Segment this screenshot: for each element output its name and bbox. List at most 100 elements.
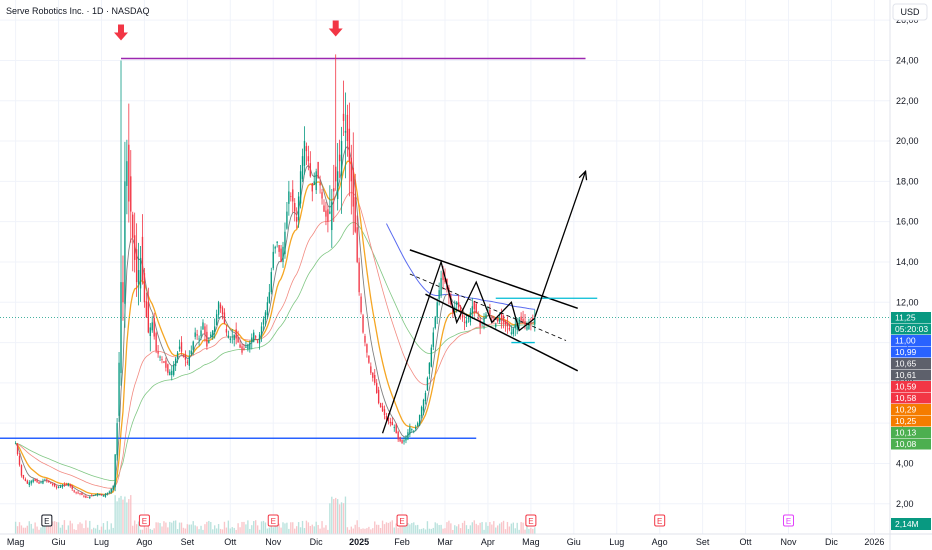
candle-body	[346, 114, 349, 142]
zigzag-pattern	[381, 259, 536, 434]
time-tick-label: Ago	[652, 537, 668, 547]
volume-bar	[518, 529, 520, 534]
price-badge	[891, 312, 931, 323]
candle-body	[270, 272, 272, 293]
price-badge	[891, 381, 931, 392]
candle-body	[91, 495, 93, 497]
volume-bar	[20, 525, 23, 534]
candle-body	[241, 346, 243, 353]
candle-body	[440, 278, 442, 296]
volume-bar	[176, 529, 179, 534]
candle-body	[502, 315, 505, 323]
candle-body	[442, 272, 444, 281]
price-axis-labels: 11,2505:20:0311,0010,9910,6510,6110,5910…	[891, 312, 931, 530]
candle-body	[366, 344, 368, 353]
volume-bar	[456, 526, 458, 534]
volume-bar	[487, 525, 489, 534]
volume-bar	[122, 499, 124, 534]
candle-body	[145, 301, 148, 318]
earnings-event-marker	[138, 514, 150, 527]
volume-bar	[108, 529, 110, 534]
candle-body	[405, 437, 407, 441]
time-axis[interactable]: Mag Giu Lug Ago Set Ott Nov Dic 2025 Feb Mar Apr Mag…	[7, 537, 885, 547]
time-tick-label: Ott	[740, 537, 753, 547]
volume-bar	[436, 523, 438, 534]
time-tick-label: Nov	[781, 537, 798, 547]
candle-body	[426, 377, 429, 391]
volume-bar	[409, 524, 411, 534]
candle-body	[34, 479, 36, 481]
volume-bar	[48, 524, 50, 534]
candle-body	[128, 144, 130, 202]
candle-body	[368, 355, 370, 363]
candle-body	[294, 202, 296, 212]
volume-bar	[167, 527, 169, 534]
volume-bar	[98, 529, 101, 534]
volume-bar	[132, 525, 134, 534]
candle-body	[409, 427, 411, 435]
volume-bar	[407, 522, 409, 534]
candle-body	[416, 423, 419, 426]
volume-bar	[483, 529, 485, 534]
candle-body	[479, 319, 481, 327]
price-badge-value: 10,29	[895, 405, 917, 415]
currency-button[interactable]	[892, 3, 928, 21]
volume-bar	[358, 527, 360, 534]
volume-bar	[416, 524, 419, 534]
volume-bar	[309, 525, 312, 534]
volume-bar	[303, 528, 306, 534]
volume-bar	[202, 529, 204, 534]
volume-bar	[14, 521, 17, 534]
price-badge	[891, 415, 931, 427]
volume-bar	[237, 523, 239, 534]
volume-bar	[155, 522, 157, 534]
price-badge	[891, 358, 931, 369]
price-badge-value: 10,08	[895, 439, 917, 449]
volume-bar	[215, 528, 218, 534]
candle-body	[233, 334, 235, 340]
price-badge-value: 10,59	[895, 382, 917, 392]
candle-body	[532, 318, 534, 320]
candle-body	[98, 494, 101, 496]
volume-bar	[428, 528, 431, 534]
candle-body	[436, 302, 438, 318]
candle-body	[169, 371, 171, 376]
volume-bar	[249, 528, 251, 534]
earnings-event-letter: E	[44, 517, 49, 526]
volume-bar	[370, 529, 372, 534]
volume-bar	[477, 525, 479, 534]
volume-bar	[26, 525, 29, 534]
candle-body	[313, 181, 315, 185]
candle-body	[219, 304, 222, 309]
volume-bar	[420, 528, 423, 534]
currency-label: USD	[900, 7, 920, 17]
candle-body	[379, 403, 382, 408]
volume-bar	[171, 522, 173, 534]
volume-bar	[495, 527, 497, 534]
candle-body	[235, 329, 237, 339]
volume-bar	[475, 523, 477, 534]
volume-bar	[282, 522, 284, 534]
candle-body	[18, 455, 21, 465]
candle-body	[178, 346, 181, 349]
volume-bar	[395, 523, 397, 534]
candle-body	[325, 210, 327, 217]
price-badge-value: 10,65	[895, 359, 917, 369]
volume-bar	[307, 522, 310, 534]
volume-bar	[157, 522, 159, 534]
volume-bar	[126, 502, 128, 534]
volume-bar	[204, 524, 206, 534]
volume-bar	[473, 520, 475, 534]
volume-bar	[401, 525, 403, 534]
price-badge-value: 10,99	[895, 347, 917, 357]
candle-body	[53, 483, 56, 487]
volume-bar	[526, 523, 528, 534]
candle-body	[327, 209, 329, 222]
candle-body	[309, 163, 312, 177]
volume-bar	[364, 528, 366, 534]
volume-bar	[305, 520, 308, 534]
volume-bar	[67, 525, 69, 534]
